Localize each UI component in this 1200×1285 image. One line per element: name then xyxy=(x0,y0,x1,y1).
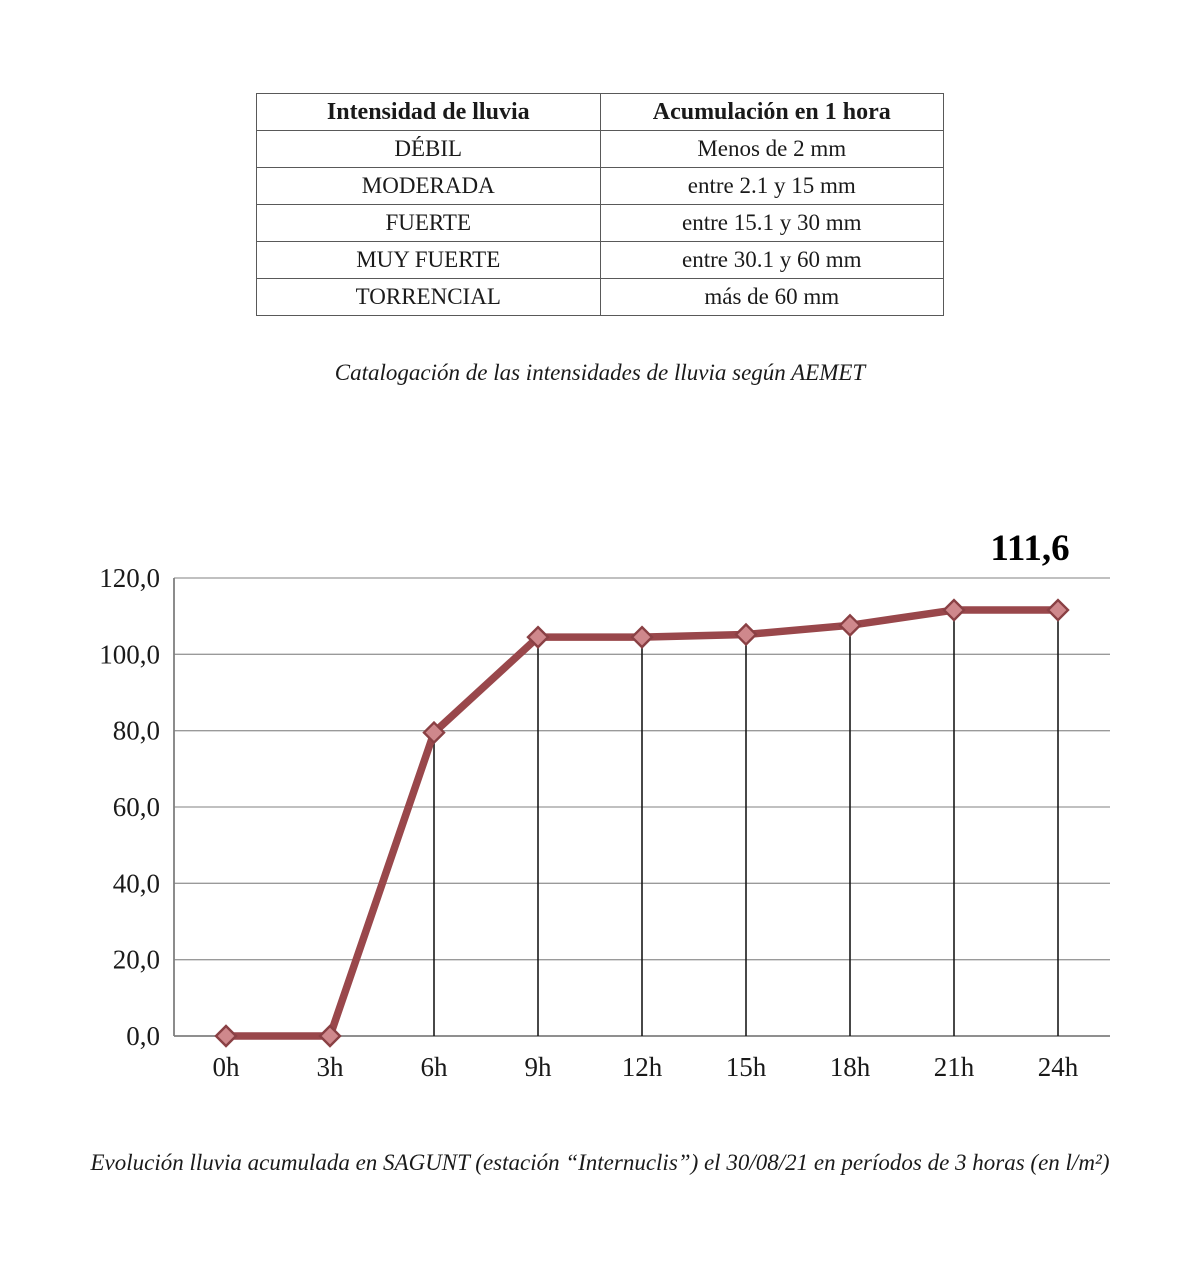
intensity-table-body: DÉBIL Menos de 2 mm MODERADA entre 2.1 y 15… xyxy=(256,130,944,316)
chart-marker xyxy=(838,613,862,638)
table-row: MUY FUERTE entre 30.1 y 60 mm xyxy=(256,241,944,279)
y-axis-label: 40,0 xyxy=(113,868,160,898)
x-axis-label: 9h xyxy=(525,1052,553,1082)
col-header-accumulation: Acumulación en 1 hora xyxy=(599,93,944,131)
x-axis-label: 21h xyxy=(934,1052,975,1082)
chart-marker xyxy=(942,598,966,622)
intensity-table-wrap: Intensidad de lluvia Acumulación en 1 ho… xyxy=(0,0,1200,316)
x-axis-label: 15h xyxy=(726,1052,767,1082)
x-axis-label: 0h xyxy=(213,1052,241,1082)
chart-marker xyxy=(630,625,654,649)
table-cell: entre 30.1 y 60 mm xyxy=(599,241,944,279)
rain-intensity-table-head: Intensidad de lluvia Acumulación en 1 ho… xyxy=(256,93,944,131)
x-axis-label: 3h xyxy=(317,1052,345,1082)
x-axis-label: 12h xyxy=(622,1052,663,1082)
rain-intensity-table: Intensidad de lluvia Acumulación en 1 ho… xyxy=(256,93,944,316)
table-cell: entre 2.1 y 15 mm xyxy=(599,167,944,205)
chart-marker xyxy=(734,622,758,647)
table-header-row: Intensidad de lluvia Acumulación en 1 ho… xyxy=(256,93,944,131)
chart-canvas: 0,0 20,0 40,0 60,0 80,0 100,0 120,0 0h 3h 6h 9h 12h… xyxy=(99,528,1110,1082)
rain-accumulation-chart: 0,0 20,0 40,0 60,0 80,0 100,0 120,0 0h 3h 6h 9h 12h… xyxy=(62,526,1142,1098)
table-caption: Catalogación de las intensidades de lluv… xyxy=(334,360,866,385)
table-cell: Menos de 2 mm xyxy=(599,130,944,168)
chart-marker xyxy=(422,720,446,745)
chart-annotation: 111,6 xyxy=(990,528,1069,569)
chart-marker xyxy=(1046,598,1070,622)
table-row: TORRENCIAL más de 60 mm xyxy=(256,278,944,316)
x-axis-label: 18h xyxy=(830,1052,871,1082)
y-axis-label: 120,0 xyxy=(99,563,160,593)
table-cell: entre 15.1 y 30 mm xyxy=(599,204,944,242)
table-cell: MODERADA xyxy=(256,167,601,205)
table-row: FUERTE entre 15.1 y 30 mm xyxy=(256,204,944,242)
chart-caption: Evolución lluvia acumulada en SAGUNT (es… xyxy=(90,1150,1110,1175)
table-cell: MUY FUERTE xyxy=(256,241,601,279)
table-cell: TORRENCIAL xyxy=(256,278,601,316)
y-axis-label: 80,0 xyxy=(113,716,160,746)
table-cell: más de 60 mm xyxy=(599,278,944,316)
col-header-intensity: Intensidad de lluvia xyxy=(256,93,601,131)
x-axis-label: 24h xyxy=(1038,1052,1079,1082)
table-row: MODERADA entre 2.1 y 15 mm xyxy=(256,167,944,205)
table-cell: FUERTE xyxy=(256,204,601,242)
y-axis-label: 60,0 xyxy=(113,792,160,822)
x-axis-label: 6h xyxy=(421,1052,449,1082)
y-axis-label: 0,0 xyxy=(126,1021,160,1051)
table-row: DÉBIL Menos de 2 mm xyxy=(256,130,944,168)
chart-marker xyxy=(318,1024,342,1048)
table-cell: DÉBIL xyxy=(256,130,601,168)
y-axis-label: 20,0 xyxy=(113,945,160,975)
y-axis-label: 100,0 xyxy=(99,639,160,669)
chart-marker xyxy=(214,1024,238,1048)
chart-marker xyxy=(526,625,550,649)
